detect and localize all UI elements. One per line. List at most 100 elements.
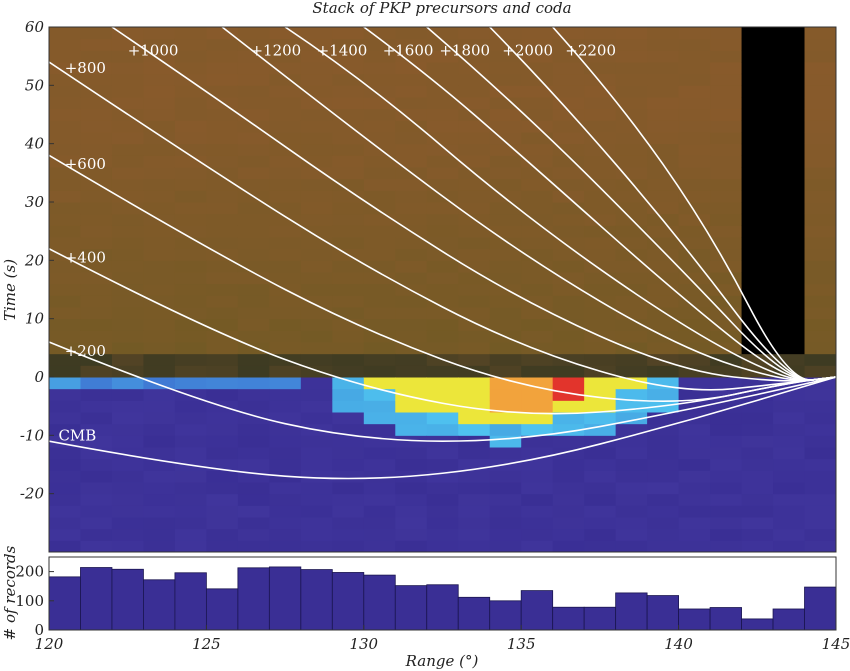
heatmap-cell [804,108,836,121]
heatmap-cell [174,295,207,308]
heatmap-cell [678,155,711,168]
heatmap-cell [111,225,144,238]
heatmap-cell [206,365,239,378]
heatmap-cell [237,213,270,226]
heatmap-cell [804,318,836,331]
heatmap-cell [773,470,806,483]
heatmap-cell [710,528,743,541]
heatmap-cell [584,272,617,285]
heatmap-cell [773,493,806,506]
heatmap-cell [332,108,365,121]
heatmap-cell [741,213,774,226]
heatmap-cell [741,272,774,285]
heatmap-cell [552,85,585,98]
heatmap-cell [647,447,680,460]
heatmap-cell [363,178,396,191]
heatmap-cell [489,85,522,98]
heatmap-cell [426,120,459,133]
heatmap-cell [363,73,396,86]
heatmap-cell [49,248,81,261]
heatmap-cell [426,225,459,238]
heatmap-cell [49,540,81,552]
heatmap-cell [143,447,176,460]
heatmap-cell [773,447,806,460]
heatmap-cell [49,458,81,471]
heatmap-cell [458,342,491,355]
heatmap-cell [80,38,113,51]
heatmap-cell [269,97,302,110]
heatmap-cell [174,470,207,483]
heatmap-cell [741,283,774,296]
histogram-bar [804,586,837,631]
curve-plus1200 [221,27,836,382]
heatmap-cell [206,132,239,145]
heatmap-cell [174,423,207,436]
heatmap-cell [773,283,806,296]
heatmap-cell [552,132,585,145]
heatmap-cell [332,540,365,552]
heatmap-cell [49,400,81,413]
heatmap-cell [489,190,522,203]
heatmap-cell [237,97,270,110]
heatmap-cell [615,377,648,390]
heatmap-cell [395,260,428,273]
heatmap-cell [710,318,743,331]
heatmap-cell [647,528,680,541]
heatmap-cell [269,167,302,180]
heatmap-cell [143,155,176,168]
heatmap-cell [80,342,113,355]
heatmap-cell [143,517,176,530]
heatmap-cell [206,505,239,518]
heatmap-cell [584,27,617,40]
heatmap-cell [678,342,711,355]
heatmap-y-axis: 60 50 40 30 20 10 0 -10 -20 [20,18,54,503]
heatmap-cell [489,178,522,191]
heatmap-cell [237,62,270,75]
heatmap-cell [489,342,522,355]
heatmap-cell [206,73,239,86]
heatmap-cell [300,143,333,156]
heatmap-cell [174,330,207,343]
heatmap-cell [458,143,491,156]
heatmap-cell [111,318,144,331]
heatmap-cell [710,377,743,390]
histogram-y-axis: 200 100 0 [15,563,54,639]
heatmap-cell [741,307,774,320]
heatmap-cell [49,50,81,63]
heatmap-cell [174,388,207,401]
histogram-bar [552,606,585,631]
heatmap-cell [426,167,459,180]
heatmap-cell [710,108,743,121]
heatmap-cell [332,377,365,390]
heatmap-cell [49,377,81,390]
heatmap-cell [269,365,302,378]
heatmap-cell [773,260,806,273]
heatmap-cell [489,353,522,366]
heatmap-cell [678,435,711,448]
heatmap-cell [804,528,836,541]
heatmap-cell [395,50,428,63]
heatmap-cell [300,38,333,51]
heatmap-cell [206,353,239,366]
heatmap-cell [426,412,459,425]
heatmap-cell [80,272,113,285]
heatmap-cell [111,412,144,425]
heatmap-cell [206,50,239,63]
curve-label: +1800 [439,41,490,59]
heatmap-cell [49,202,81,215]
heatmap-cell [395,388,428,401]
heatmap-cell [300,342,333,355]
heatmap-cell [678,143,711,156]
heatmap-cell [111,528,144,541]
heatmap-cell [741,178,774,191]
heatmap-cell [521,260,554,273]
heatmap-cell [584,73,617,86]
heatmap-cell [458,202,491,215]
heatmap-cell [269,423,302,436]
heatmap-cell [174,202,207,215]
heatmap-cell [300,517,333,530]
curve-label: +1200 [250,41,301,59]
heatmap-cell [615,505,648,518]
heatmap-cell [332,50,365,63]
heatmap-cell [521,470,554,483]
